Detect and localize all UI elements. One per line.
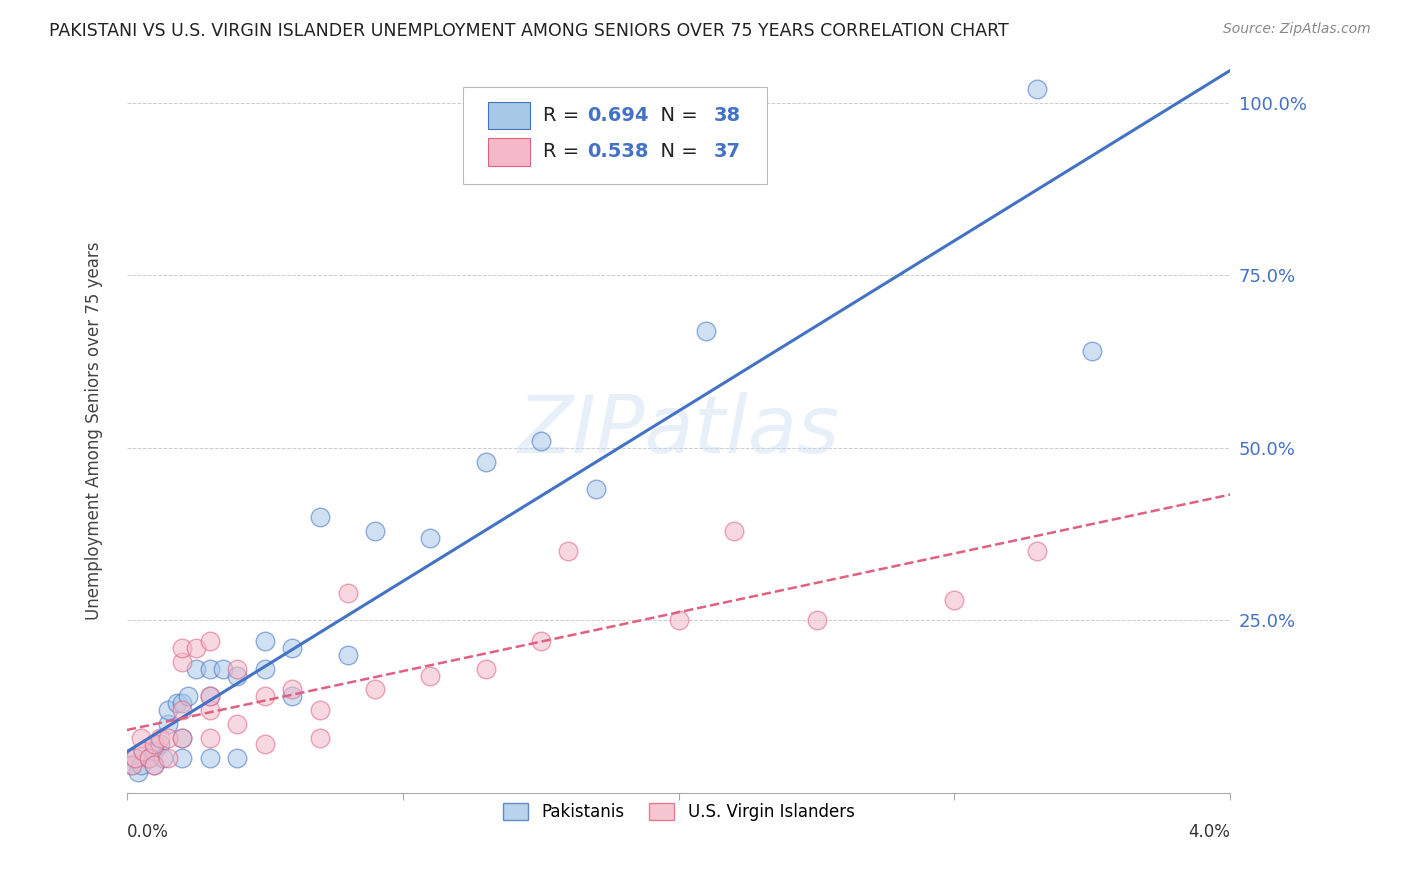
Point bbox=[281, 689, 304, 703]
Point bbox=[184, 662, 207, 676]
Point bbox=[184, 640, 207, 655]
Text: N =: N = bbox=[648, 106, 704, 125]
Point bbox=[198, 751, 221, 765]
FancyBboxPatch shape bbox=[488, 138, 530, 166]
Point bbox=[172, 731, 194, 745]
Point bbox=[138, 751, 160, 765]
Text: 0.538: 0.538 bbox=[588, 143, 648, 161]
Point bbox=[226, 751, 249, 765]
Point bbox=[253, 689, 276, 703]
Point bbox=[129, 758, 152, 772]
Text: R =: R = bbox=[543, 143, 585, 161]
Point bbox=[138, 751, 160, 765]
Point bbox=[124, 751, 146, 765]
Text: ZIPatlas: ZIPatlas bbox=[517, 392, 839, 470]
Point bbox=[121, 758, 143, 772]
Text: 0.694: 0.694 bbox=[588, 106, 648, 125]
Point bbox=[212, 662, 235, 676]
Point bbox=[226, 716, 249, 731]
Point bbox=[419, 668, 441, 682]
Legend: Pakistanis, U.S. Virgin Islanders: Pakistanis, U.S. Virgin Islanders bbox=[496, 797, 860, 828]
Point bbox=[253, 634, 276, 648]
Point bbox=[474, 455, 496, 469]
Point bbox=[668, 613, 690, 627]
Point bbox=[364, 524, 387, 538]
Point bbox=[1026, 82, 1049, 96]
Point bbox=[419, 531, 441, 545]
Point bbox=[157, 703, 180, 717]
Point bbox=[309, 509, 332, 524]
Point bbox=[143, 744, 166, 758]
Point bbox=[129, 731, 152, 745]
Point bbox=[172, 751, 194, 765]
Point bbox=[530, 634, 553, 648]
Text: 0.0%: 0.0% bbox=[127, 823, 169, 841]
Point bbox=[198, 662, 221, 676]
Point bbox=[1081, 344, 1104, 359]
Text: PAKISTANI VS U.S. VIRGIN ISLANDER UNEMPLOYMENT AMONG SENIORS OVER 75 YEARS CORRE: PAKISTANI VS U.S. VIRGIN ISLANDER UNEMPL… bbox=[49, 22, 1010, 40]
Point bbox=[143, 738, 166, 752]
Point bbox=[585, 483, 607, 497]
FancyBboxPatch shape bbox=[464, 87, 766, 185]
Point bbox=[152, 751, 174, 765]
Text: R =: R = bbox=[543, 106, 585, 125]
Point bbox=[143, 758, 166, 772]
Text: Source: ZipAtlas.com: Source: ZipAtlas.com bbox=[1223, 22, 1371, 37]
Text: 4.0%: 4.0% bbox=[1188, 823, 1230, 841]
Text: 37: 37 bbox=[714, 143, 741, 161]
Text: 38: 38 bbox=[714, 106, 741, 125]
Point bbox=[336, 648, 359, 662]
Point bbox=[157, 731, 180, 745]
Point bbox=[172, 696, 194, 710]
Point bbox=[253, 662, 276, 676]
Point bbox=[166, 696, 188, 710]
Point bbox=[172, 655, 194, 669]
Point bbox=[695, 324, 717, 338]
Point bbox=[723, 524, 745, 538]
Point bbox=[309, 731, 332, 745]
Point bbox=[172, 731, 194, 745]
Point bbox=[157, 751, 180, 765]
Point bbox=[336, 586, 359, 600]
Point bbox=[253, 738, 276, 752]
Point bbox=[226, 668, 249, 682]
Point bbox=[124, 751, 146, 765]
Point bbox=[198, 689, 221, 703]
Point bbox=[157, 716, 180, 731]
Point bbox=[198, 634, 221, 648]
Point bbox=[943, 592, 966, 607]
Point bbox=[149, 738, 172, 752]
Point bbox=[198, 689, 221, 703]
Point bbox=[364, 682, 387, 697]
Point bbox=[127, 765, 149, 780]
Point bbox=[1026, 544, 1049, 558]
Point bbox=[226, 662, 249, 676]
Point bbox=[474, 662, 496, 676]
Point bbox=[132, 744, 155, 758]
Point bbox=[172, 703, 194, 717]
Point bbox=[132, 744, 155, 758]
Point bbox=[198, 703, 221, 717]
Point bbox=[143, 758, 166, 772]
Point bbox=[149, 731, 172, 745]
Point bbox=[530, 434, 553, 448]
Point bbox=[172, 640, 194, 655]
Point bbox=[281, 640, 304, 655]
FancyBboxPatch shape bbox=[488, 102, 530, 129]
Point bbox=[281, 682, 304, 697]
Point bbox=[198, 731, 221, 745]
Y-axis label: Unemployment Among Seniors over 75 years: Unemployment Among Seniors over 75 years bbox=[86, 242, 103, 620]
Point bbox=[806, 613, 828, 627]
Point bbox=[557, 544, 579, 558]
Point bbox=[121, 758, 143, 772]
Text: N =: N = bbox=[648, 143, 704, 161]
Point bbox=[309, 703, 332, 717]
Point bbox=[176, 689, 198, 703]
